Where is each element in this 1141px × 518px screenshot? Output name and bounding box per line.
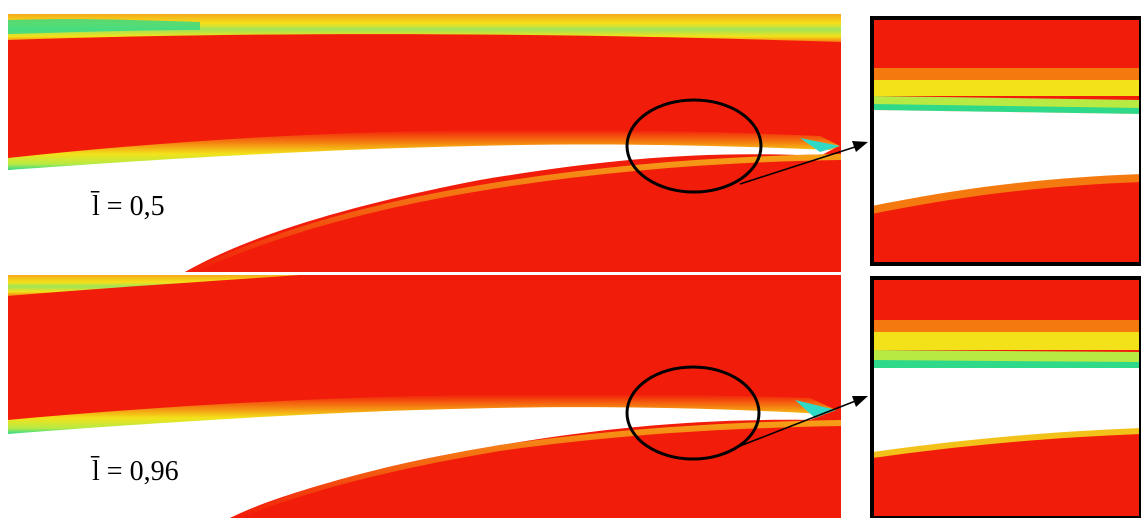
panel-bottom bbox=[8, 275, 841, 518]
gap-region bbox=[8, 136, 835, 272]
zoom-circle-icon bbox=[625, 98, 763, 194]
zoom-circle-icon bbox=[625, 365, 761, 461]
zoom-frame bbox=[870, 16, 1141, 266]
gap-region bbox=[8, 401, 830, 518]
lower-element bbox=[230, 420, 841, 518]
lower-element bbox=[185, 154, 841, 272]
panel-bottom-label: l̄ = 0,96 bbox=[90, 456, 178, 487]
panel-top-label: l̄ = 0,5 bbox=[90, 191, 164, 222]
upper-shear-edge bbox=[8, 275, 300, 296]
zoom-frame bbox=[870, 276, 1141, 518]
zoom-panel-top bbox=[870, 16, 1141, 266]
pointer-arrow-icon bbox=[739, 396, 868, 447]
panel-top bbox=[8, 14, 841, 272]
panel-bottom-label-group: l̄ = 0,96 bbox=[90, 456, 178, 487]
zoom-panel-bottom bbox=[870, 276, 1141, 518]
panel-top-label-group: l̄ = 0,5 bbox=[90, 191, 164, 222]
upper-shear-edge bbox=[8, 14, 841, 42]
shear-layer bbox=[8, 129, 840, 170]
pointer-arrow-icon bbox=[739, 141, 868, 185]
